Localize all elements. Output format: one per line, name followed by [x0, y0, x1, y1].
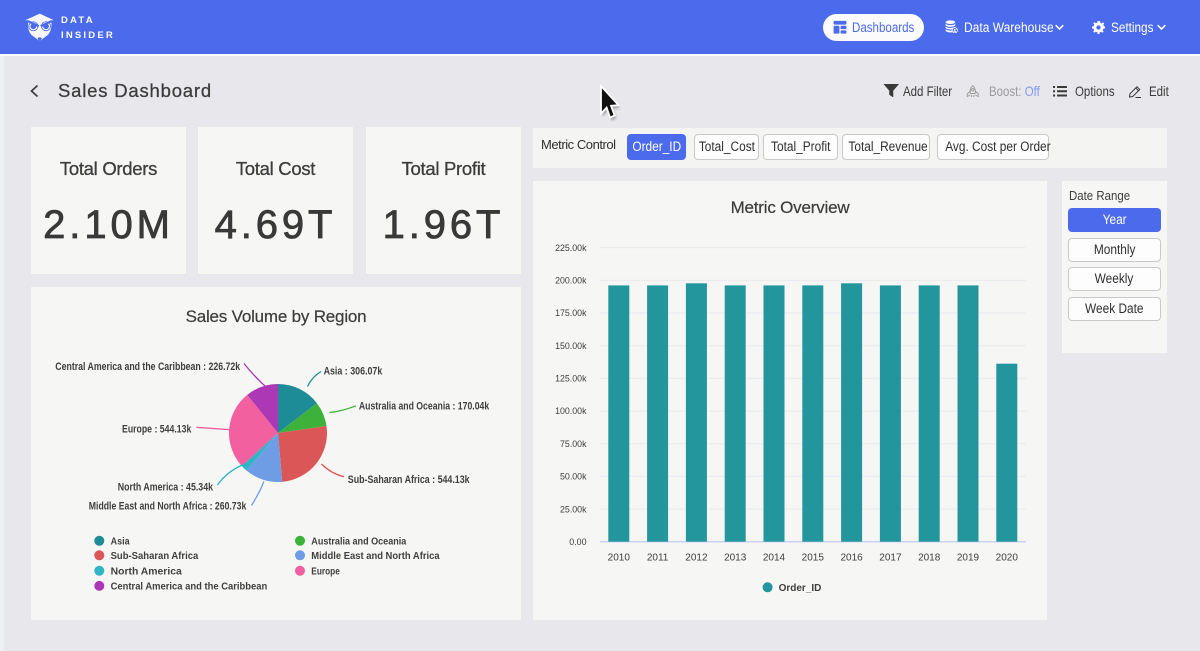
svg-text:225.00k: 225.00k: [555, 243, 587, 253]
svg-text:200.00k: 200.00k: [555, 276, 587, 286]
svg-text:Central America and the Caribb: Central America and the Caribbean : 226.…: [55, 361, 241, 373]
svg-text:Middle East and North Africa :: Middle East and North Africa : 260.73k: [89, 501, 247, 513]
svg-text:2016: 2016: [840, 552, 863, 563]
svg-text:2013: 2013: [724, 552, 747, 563]
svg-text:Australia and Oceania: Australia and Oceania: [311, 536, 406, 547]
svg-text:Europe: Europe: [311, 566, 340, 577]
svg-text:75.00k: 75.00k: [560, 439, 587, 449]
svg-text:100.00k: 100.00k: [555, 406, 587, 416]
svg-text:2020: 2020: [996, 552, 1019, 563]
svg-text:North America: North America: [111, 566, 183, 577]
svg-text:Order_ID: Order_ID: [779, 583, 822, 594]
svg-text:2018: 2018: [918, 552, 941, 563]
svg-text:2017: 2017: [879, 552, 902, 563]
svg-text:2011: 2011: [647, 552, 669, 563]
svg-text:125.00k: 125.00k: [555, 374, 587, 384]
svg-text:North America : 45.34k: North America : 45.34k: [118, 482, 214, 494]
svg-text:Asia: Asia: [111, 536, 130, 547]
svg-text:25.00k: 25.00k: [560, 504, 587, 514]
svg-text:150.00k: 150.00k: [555, 341, 587, 351]
svg-text:175.00k: 175.00k: [555, 308, 587, 318]
svg-text:0.00: 0.00: [569, 537, 586, 547]
svg-text:50.00k: 50.00k: [560, 472, 587, 482]
svg-text:2014: 2014: [763, 552, 786, 563]
svg-text:Australia and Oceania : 170.04: Australia and Oceania : 170.04k: [359, 400, 490, 412]
svg-text:2015: 2015: [802, 552, 825, 563]
svg-text:Europe : 544.13k: Europe : 544.13k: [122, 423, 192, 435]
svg-text:2019: 2019: [957, 552, 980, 563]
svg-text:2012: 2012: [685, 552, 708, 563]
svg-text:Middle East and North Africa: Middle East and North Africa: [311, 551, 440, 562]
svg-text:Asia : 306.07k: Asia : 306.07k: [324, 365, 383, 377]
svg-text:2010: 2010: [608, 552, 631, 563]
svg-text:Sub-Saharan Africa : 544.13k: Sub-Saharan Africa : 544.13k: [348, 474, 471, 486]
svg-text:Sub-Saharan Africa: Sub-Saharan Africa: [111, 551, 199, 562]
svg-text:Central America and the Caribb: Central America and the Caribbean: [111, 582, 268, 593]
